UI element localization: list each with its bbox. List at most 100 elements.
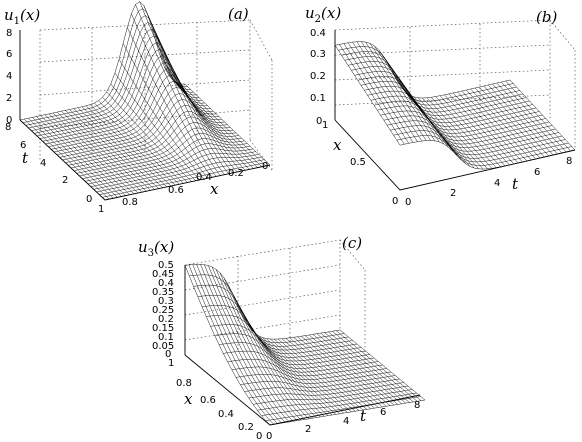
mesh-line <box>114 72 201 181</box>
panel-c-x-tick: 0.4 <box>218 409 234 420</box>
panel-c-z-ticks: 0 0.05 0.1 0.15 0.2 0.25 0.3 0.35 0.4 0.… <box>152 260 174 360</box>
panel-c-z-tick: 0.3 <box>158 296 174 307</box>
panel-b-t-tick: 0 <box>405 197 411 208</box>
mesh-line <box>361 41 427 141</box>
mesh-line <box>23 118 110 200</box>
panel-b-x-tick: 0.5 <box>350 157 366 168</box>
panel-a-t-tick: 2 <box>62 175 68 186</box>
mesh-line <box>239 308 325 417</box>
mesh-line <box>273 338 360 411</box>
mesh-line <box>466 89 532 161</box>
panel-c-t-ticks: 0 2 4 6 8 <box>266 400 420 442</box>
panel-c-t-tick: 0 <box>266 431 272 442</box>
mesh-line <box>293 337 379 408</box>
mesh-line <box>94 102 180 185</box>
mesh-line <box>135 4 221 176</box>
panel-c-t-tick: 6 <box>380 407 386 418</box>
mesh-line <box>184 83 271 166</box>
mesh-line <box>19 119 106 201</box>
mesh-line <box>40 115 126 196</box>
panel-a-z-tick: 0 <box>6 115 12 126</box>
mesh-line <box>223 277 309 419</box>
mesh-line <box>277 338 364 411</box>
mesh-line <box>496 82 563 154</box>
panel-a-t-tick: 4 <box>40 158 46 169</box>
panel-a-x-ticks: 1 0.8 0.6 0.4 0.2 0 <box>98 161 268 215</box>
panel-b-t-tick: 4 <box>494 178 500 189</box>
mesh-line <box>215 269 302 421</box>
panel-a-z-ticks: 0 2 4 6 8 <box>6 28 12 126</box>
mesh-line <box>82 138 248 179</box>
mesh-line <box>457 91 523 163</box>
mesh-line <box>77 107 163 188</box>
mesh-line <box>334 45 401 146</box>
mesh-line <box>258 335 344 414</box>
panel-a-z-label: u1(x) <box>4 6 40 27</box>
mesh-line <box>139 1 225 175</box>
mesh-line <box>370 95 546 138</box>
mesh-line <box>28 118 114 199</box>
panel-c-t-tick: 8 <box>414 400 420 411</box>
panel-a-x-tick: 0.2 <box>228 168 244 179</box>
mesh-line <box>266 338 352 413</box>
mesh-line <box>452 92 519 164</box>
mesh-line <box>474 87 541 159</box>
mesh-line <box>143 5 229 174</box>
mesh-line <box>334 41 511 99</box>
mesh-line <box>200 264 286 423</box>
panel-a-x-tick: 0.6 <box>168 185 184 196</box>
mesh-line <box>22 8 188 123</box>
panel-c-z-tick: 0 <box>165 349 171 360</box>
mesh-line <box>387 63 453 152</box>
mesh-line <box>409 94 475 169</box>
panel-c-z-tick: 0.15 <box>152 323 174 334</box>
mesh-line <box>270 338 356 412</box>
mesh-line <box>352 41 418 142</box>
mesh-line <box>208 265 294 422</box>
panel-b: 0 0.1 0.2 0.3 0.4 0 0.5 1 0 2 4 6 8 u2(x… <box>305 4 576 208</box>
mesh-line <box>339 44 405 145</box>
panel-c-t-tick: 2 <box>305 424 311 435</box>
panel-a-floor-axes <box>19 119 271 201</box>
panel-a-t-tick: 8 <box>5 122 11 133</box>
panel-b-t-tick: 2 <box>450 188 456 199</box>
panel-c-surface <box>184 264 426 426</box>
mesh-line <box>184 265 271 426</box>
panel-c-x-tick: 1 <box>168 358 174 369</box>
mesh-line <box>61 111 147 192</box>
mesh-line <box>89 104 176 186</box>
mesh-line <box>483 85 549 157</box>
panel-a: 0 2 4 6 8 1 0.8 0.6 0.4 0.2 0 8 6 4 2 0 … <box>4 1 273 215</box>
mesh-line <box>147 14 234 174</box>
mesh-line <box>356 41 423 142</box>
panel-c-z-tick: 0.35 <box>152 287 174 298</box>
mesh-line <box>492 83 558 155</box>
mesh-line <box>127 27 213 178</box>
panel-a-x-label: x <box>210 180 219 198</box>
mesh-line <box>44 114 130 195</box>
mesh-line <box>254 332 340 414</box>
panel-c-x-ticks: 1 0.8 0.6 0.4 0.2 0 <box>168 358 262 442</box>
mesh-line <box>250 328 337 415</box>
panel-b-z-tick: 0 <box>316 116 322 127</box>
mesh-line <box>155 42 242 172</box>
panel-b-z-label: u2(x) <box>305 4 341 25</box>
panel-c-x-tick: 0.2 <box>238 422 254 433</box>
panel-c-t-label: t <box>360 407 367 425</box>
mesh-line <box>281 338 368 410</box>
mesh-line <box>42 55 208 142</box>
panel-c-x-tick: 0.8 <box>176 378 192 389</box>
mesh-line <box>262 337 348 413</box>
panel-c-tag: (c) <box>342 234 362 252</box>
panel-a-z-tick: 8 <box>6 28 12 39</box>
mesh-line <box>227 283 313 419</box>
mesh-line <box>168 74 254 169</box>
panel-b-z-tick: 0.4 <box>310 28 326 39</box>
mesh-line <box>339 329 426 401</box>
mesh-line <box>509 79 576 151</box>
mesh-line <box>246 323 333 416</box>
mesh-line <box>301 336 387 407</box>
mesh-line <box>85 143 251 182</box>
mesh-line <box>196 264 282 424</box>
